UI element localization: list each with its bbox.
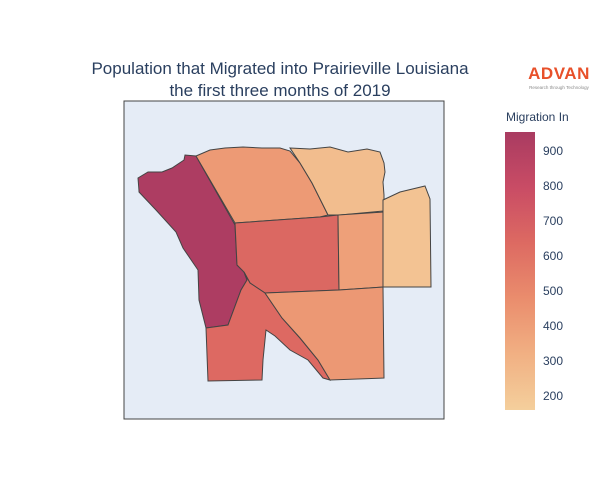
region-south[interactable] [264, 286, 385, 381]
region-center[interactable] [234, 214, 340, 294]
colorbar-title: Migration In [506, 110, 569, 124]
advan-logo: ADVAN Research through Technology [525, 64, 593, 90]
chart-title: Population that Migrated into Prairievil… [30, 58, 530, 102]
colorbar-tick-label: 300 [543, 354, 564, 369]
colorbar-tick-label: 200 [543, 389, 564, 403]
colorbar-tick-label: 800 [543, 179, 564, 194]
logo-wordmark: ADVAN [528, 64, 590, 83]
colorbar-tick-label: 700 [543, 214, 564, 229]
region-east[interactable] [382, 185, 432, 288]
logo-tagline: Research through Technology [529, 85, 589, 90]
chart-title-line1: Population that Migrated into Prairievil… [91, 59, 469, 78]
colorbar [505, 132, 535, 410]
chart-title-line2: the first three months of 2019 [169, 81, 391, 100]
colorbar-tick-label: 900 [543, 144, 564, 159]
colorbar-tick-label: 600 [543, 249, 564, 264]
colorbar-tick-label: 500 [543, 284, 564, 299]
region-center-east[interactable] [337, 211, 384, 291]
region-northeast[interactable] [289, 146, 386, 216]
colorbar-tick-label: 400 [543, 319, 564, 334]
